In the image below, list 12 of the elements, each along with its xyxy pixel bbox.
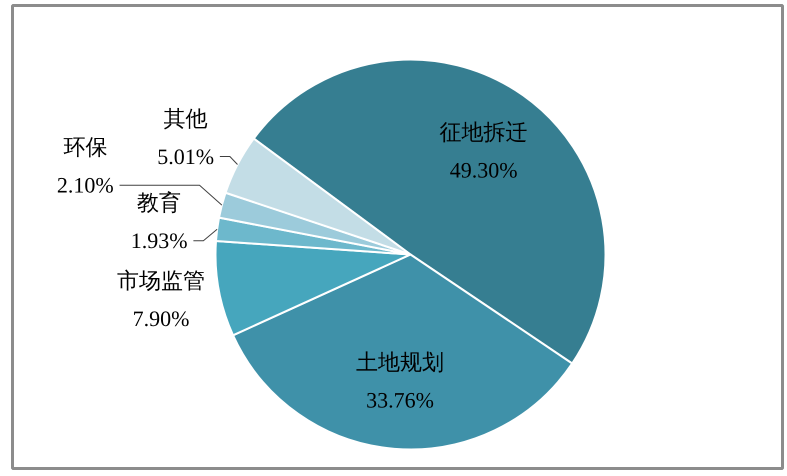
data-label: 1.93%	[130, 228, 188, 254]
data-label: 49.30%	[450, 157, 518, 182]
data-label: 2.10%	[56, 172, 114, 198]
data-label: 5.01%	[157, 144, 214, 170]
slice-label: 土地规划	[356, 349, 444, 374]
data-label: 7.90%	[132, 306, 190, 332]
slice-label: 环保	[63, 134, 108, 160]
slice-label: 教育	[137, 190, 182, 216]
slice-label: 其他	[164, 106, 208, 132]
slice-label: 市场监管	[117, 268, 206, 294]
data-label: 33.76%	[366, 387, 434, 412]
slice-label: 征地拆迁	[440, 119, 528, 144]
